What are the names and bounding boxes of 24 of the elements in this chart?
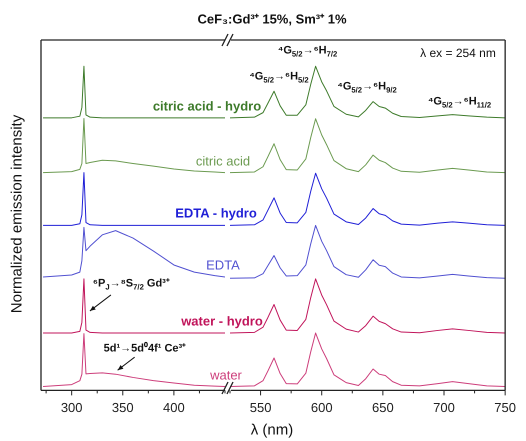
x-tick-label: 300 [60, 400, 83, 415]
series-label: citric acid - hydro [152, 98, 262, 114]
series-label: EDTA - hydro [175, 206, 257, 221]
series-label: water [210, 367, 242, 382]
x-tick-label: 700 [433, 400, 455, 415]
x-tick-label: 600 [310, 400, 333, 415]
x-axis-title: λ (nm) [250, 422, 294, 438]
annotation: 5d¹→5d⁰4f¹ Ce³⁺ [104, 342, 186, 355]
annotation: ⁴G$_{5/2}$→⁶H$_{7/2}$ [278, 44, 338, 60]
x-tick-label: 400 [163, 400, 185, 415]
x-tick-label: 650 [372, 400, 394, 415]
annotation: ⁴G$_{5/2}$→⁶H$_{5/2}$ [249, 70, 309, 85]
x-tick-label: 750 [494, 400, 516, 415]
y-axis-title: Normalized emission intensity [8, 114, 26, 314]
annotation: ⁴G$_{5/2}$→⁶H$_{9/2}$ [337, 80, 397, 94]
series-label: water - hydro [181, 314, 263, 329]
text: λ ex = 254 nm [420, 46, 496, 60]
chart-title: CeF₃:Gd³⁺ 15%, Sm³⁺ 1% [197, 12, 347, 26]
series-label: citric acid [196, 153, 250, 168]
series-label: EDTA [206, 257, 240, 272]
x-tick-label: 350 [112, 400, 134, 415]
annotation: ⁴G$_{5/2}$→⁶H$_{11/2}$ [428, 95, 492, 110]
x-tick-label: 550 [250, 400, 272, 415]
annotation: ⁶P$_{J}$→⁸S$_{7/2}$ Gd³⁺ [92, 277, 170, 292]
